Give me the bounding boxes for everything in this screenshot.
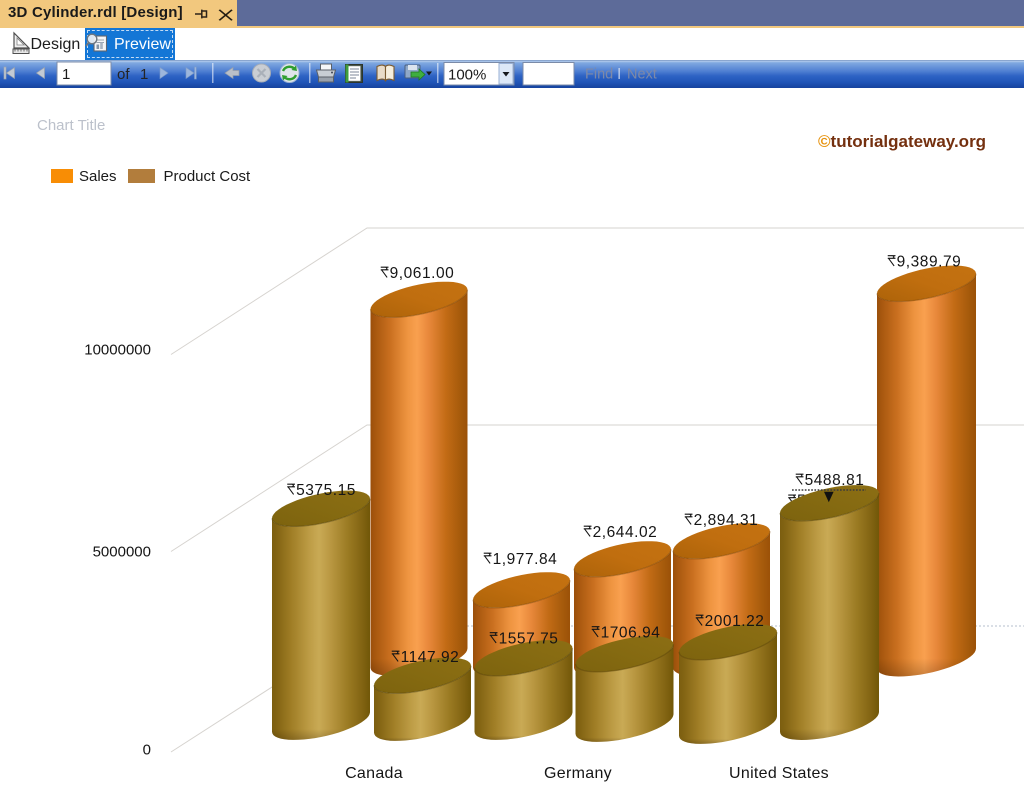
svg-text:5000000: 5000000	[93, 544, 151, 561]
svg-text:Germany: Germany	[544, 765, 612, 782]
svg-text:Sales: Sales	[79, 168, 117, 185]
svg-text:©tutorialgateway.org: ©tutorialgateway.org	[818, 132, 986, 151]
svg-text:0: 0	[143, 742, 151, 759]
svg-text:Chart Title: Chart Title	[37, 117, 105, 134]
svg-text:5488.81: 5488.81	[805, 472, 865, 489]
svg-text:1557.75: 1557.75	[499, 631, 559, 648]
svg-text:2,894.31: 2,894.31	[694, 512, 759, 529]
svg-text:2001.22: 2001.22	[705, 613, 765, 630]
svg-text:5375.15: 5375.15	[296, 482, 356, 499]
svg-text:Product Cost: Product Cost	[164, 168, 252, 185]
svg-text:Next: Next	[627, 66, 657, 82]
svg-text:9,389.79: 9,389.79	[897, 254, 962, 271]
svg-text:United States: United States	[729, 765, 829, 782]
svg-text:1147.92: 1147.92	[401, 649, 460, 666]
svg-text:Canada: Canada	[345, 765, 403, 782]
svg-text:1: 1	[140, 66, 148, 83]
svg-text:100%: 100%	[448, 66, 486, 83]
svg-text:9,061.00: 9,061.00	[390, 265, 455, 282]
svg-text:1706.94: 1706.94	[601, 625, 661, 642]
svg-text:10000000: 10000000	[84, 342, 151, 359]
svg-text:2,644.02: 2,644.02	[593, 524, 658, 541]
svg-text:Find: Find	[585, 66, 613, 82]
svg-text:of: of	[117, 66, 130, 83]
svg-text:1,977.84: 1,977.84	[493, 551, 558, 568]
svg-text:1: 1	[62, 66, 70, 83]
